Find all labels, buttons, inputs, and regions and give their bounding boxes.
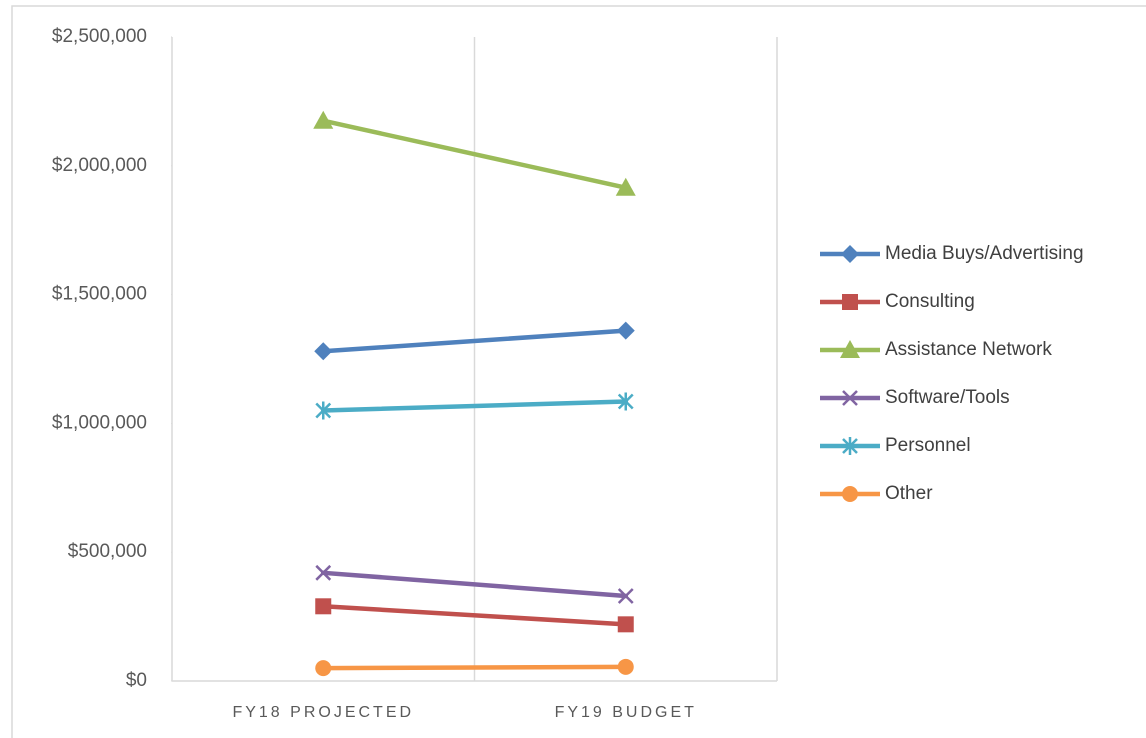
data-point: [314, 342, 333, 361]
legend-marker: [842, 294, 858, 310]
data-point: [315, 401, 332, 420]
data-point: [615, 177, 636, 196]
legend-marker: [842, 437, 858, 455]
legend-label: Consulting: [885, 291, 975, 312]
y-tick-label: $1,500,000: [52, 284, 147, 305]
y-tick-label: $500,000: [68, 541, 147, 562]
series-line: [321, 664, 628, 671]
legend-label: Other: [885, 483, 933, 504]
legend-marker: [842, 390, 858, 406]
data-point: [617, 658, 634, 675]
legend-marker: [841, 245, 859, 263]
y-tick-label: $2,000,000: [52, 155, 147, 176]
y-tick-label: $0: [126, 670, 147, 691]
data-point: [617, 616, 634, 633]
data-point: [616, 321, 635, 340]
chart-border: [11, 5, 1146, 738]
data-point: [313, 110, 334, 129]
legend-label: Personnel: [885, 435, 971, 456]
legend-marker: [842, 486, 858, 502]
data-point: [617, 588, 634, 604]
legend-label: Software/Tools: [885, 387, 1010, 408]
data-point: [315, 598, 332, 615]
y-tick-label: $1,000,000: [52, 412, 147, 433]
data-point: [617, 392, 634, 411]
data-point: [315, 564, 332, 581]
data-point: [315, 660, 332, 677]
x-tick-label: FY18 PROJECTED: [232, 704, 414, 721]
y-tick-label: $2,500,000: [52, 26, 147, 47]
series-line: [321, 118, 628, 190]
series-line: [321, 604, 628, 627]
legend-label: Assistance Network: [885, 339, 1052, 360]
series-line: [321, 570, 628, 599]
x-tick-label: FY19 BUDGET: [555, 704, 697, 721]
series-line: [321, 399, 628, 413]
legend-label: Media Buys/Advertising: [885, 243, 1084, 264]
series-line: [321, 328, 628, 354]
legend-marker: [840, 340, 860, 358]
